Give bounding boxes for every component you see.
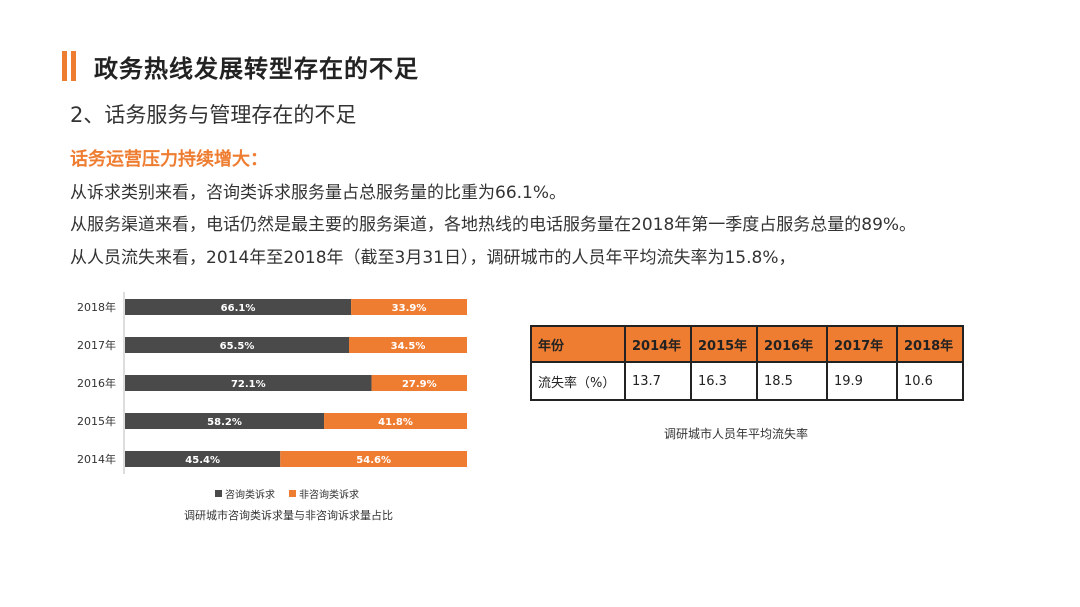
bar-nonconsult <box>324 413 467 429</box>
bar-data-label: 65.5% <box>220 341 255 352</box>
table-header-row: 年份 2014年 2015年 2016年 2017年 2018年 <box>530 325 964 363</box>
bar-consult <box>125 299 352 315</box>
table-header-cell: 2018年 <box>896 325 964 363</box>
bar-consult <box>125 413 325 429</box>
table-cell: 10.6 <box>896 361 964 401</box>
table-header-cell: 2017年 <box>826 325 898 363</box>
table-cell: 13.7 <box>624 361 692 401</box>
table-header-cell: 2015年 <box>690 325 758 363</box>
category-tick-label: 2016年 <box>77 376 116 390</box>
bar-nonconsult <box>280 451 467 467</box>
paragraph-3: 从人员流失来看，2014年至2018年（截至3月31日），调研城市的人员年平均流… <box>70 248 796 268</box>
bar-data-label: 34.5% <box>391 341 426 352</box>
category-tick-label: 2015年 <box>77 414 116 428</box>
title-bar: 政务热线发展转型存在的不足 <box>62 50 419 83</box>
legend-item-consult: 咨询类诉求 <box>215 486 275 501</box>
table-header-cell: 2014年 <box>624 325 692 363</box>
bar-nonconsult <box>371 375 467 391</box>
category-tick-label: 2014年 <box>77 452 116 466</box>
subtitle: 2、话务服务与管理存在的不足 <box>70 103 357 127</box>
bar-nonconsult <box>349 337 467 353</box>
title-accent-bar-2 <box>71 51 76 81</box>
legend-label-nonconsult: 非咨询类诉求 <box>299 490 359 501</box>
bar-data-label: 45.4% <box>185 455 220 466</box>
bar-data-label: 41.8% <box>378 417 413 428</box>
paragraph-1: 从诉求类别来看，咨询类诉求服务量占总服务量的比重为66.1%。 <box>70 183 567 203</box>
table-row: 流失率（%） 13.7 16.3 18.5 19.9 10.6 <box>530 361 964 401</box>
category-tick-label: 2018年 <box>77 300 116 314</box>
bar-data-label: 72.1% <box>231 379 266 390</box>
bar-data-label: 66.1% <box>221 303 256 314</box>
bar-data-label: 54.6% <box>356 455 391 466</box>
bar-consult <box>125 337 350 353</box>
table-cell: 16.3 <box>690 361 758 401</box>
bar-nonconsult <box>351 299 467 315</box>
chart-caption: 调研城市咨询类诉求量与非咨询诉求量占比 <box>184 509 393 522</box>
table-cell: 流失率（%） <box>530 361 626 401</box>
bar-data-label: 33.9% <box>392 303 427 314</box>
turnover-table: 年份 2014年 2015年 2016年 2017年 2018年 流失率（%） … <box>530 325 964 401</box>
legend-swatch-consult <box>215 490 222 497</box>
stacked-bar-chart: 2018年 66.1% 33.9% 2017年 65.5% 34.5% 2016年 72.1%… <box>60 290 480 530</box>
legend-swatch-nonconsult <box>289 490 296 497</box>
category-tick-label: 2017年 <box>77 338 116 352</box>
legend-label-consult: 咨询类诉求 <box>225 490 275 501</box>
chart-legend: 咨询类诉求 非咨询类诉求 <box>215 486 373 501</box>
table-caption: 调研城市人员年平均流失率 <box>664 427 809 441</box>
table-header-cell: 年份 <box>530 325 626 363</box>
paragraph-2: 从服务渠道来看，电话仍然是最主要的服务渠道，各地热线的电话服务量在2018年第一… <box>70 215 917 235</box>
legend-item-nonconsult: 非咨询类诉求 <box>289 486 359 501</box>
table-header-cell: 2016年 <box>756 325 828 363</box>
bar-consult <box>125 451 281 467</box>
bar-data-label: 58.2% <box>207 417 242 428</box>
bar-data-label: 27.9% <box>402 379 437 390</box>
page-title: 政务热线发展转型存在的不足 <box>94 54 419 83</box>
title-accent-bar <box>62 51 67 81</box>
table-cell: 18.5 <box>756 361 828 401</box>
chart-svg: 2018年 66.1% 33.9% 2017年 65.5% 34.5% 2016年 72.1%… <box>77 292 467 474</box>
table-cell: 19.9 <box>826 361 898 401</box>
section-heading: 话务运营压力持续增大： <box>70 149 268 170</box>
bar-consult <box>125 375 372 391</box>
